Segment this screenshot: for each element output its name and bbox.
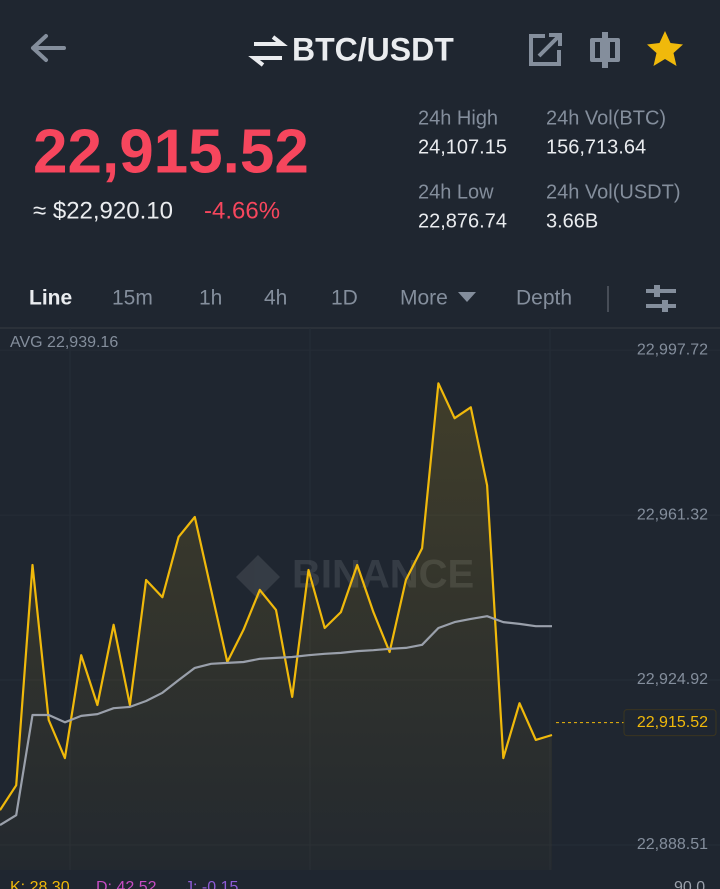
- tab[interactable]: More: [400, 287, 448, 310]
- tab[interactable]: 1D: [331, 287, 358, 310]
- fiat-price: ≈ $22,920.10: [33, 197, 173, 224]
- swap-icon[interactable]: [248, 35, 288, 67]
- indicator-label: D: 42.52: [96, 879, 157, 889]
- stat-label: 24h Low: [418, 181, 494, 203]
- y-tick-label: 22,924.92: [637, 671, 708, 688]
- layout-icon[interactable]: [590, 32, 620, 68]
- back-button[interactable]: [31, 34, 66, 62]
- stat-label: 24h High: [418, 107, 498, 129]
- stat-label: 24h Vol(BTC): [546, 107, 666, 129]
- tab[interactable]: 1h: [199, 287, 222, 310]
- stat-value: 24,107.15: [418, 136, 507, 158]
- tab[interactable]: Depth: [516, 287, 572, 310]
- settings-icon[interactable]: [646, 285, 676, 312]
- y-tick-label: 22,888.51: [637, 836, 708, 853]
- stat-value: 22,876.74: [418, 210, 507, 232]
- stat-label: 24h Vol(USDT): [546, 181, 681, 203]
- last-price: 22,915.52: [33, 117, 309, 186]
- tab[interactable]: Line: [29, 287, 72, 310]
- stat-value: 156,713.64: [546, 136, 646, 158]
- price-area: [0, 383, 552, 870]
- y-tick-label: 22,997.72: [637, 341, 708, 358]
- indicator-label: 90.0: [674, 879, 705, 889]
- y-tick-label: 22,961.32: [637, 506, 708, 523]
- stat-value: 3.66B: [546, 210, 598, 232]
- share-icon[interactable]: [529, 33, 562, 66]
- dropdown-arrow: [458, 292, 476, 302]
- pair-title: BTC/USDT: [292, 31, 454, 67]
- avg-line: [0, 615, 552, 827]
- avg-label: AVG 22,939.16: [10, 334, 118, 351]
- tab[interactable]: 15m: [112, 287, 153, 310]
- indicator-label: J: -0.15: [185, 879, 238, 889]
- indicator-label: K: 28.30: [10, 879, 70, 889]
- last-price-box: [623, 709, 717, 737]
- tab[interactable]: 4h: [264, 287, 287, 310]
- last-price-label: 22,915.52: [637, 714, 708, 731]
- price-change: -4.66%: [204, 197, 280, 224]
- favorite-star[interactable]: [647, 31, 683, 66]
- price-line: [0, 382, 553, 811]
